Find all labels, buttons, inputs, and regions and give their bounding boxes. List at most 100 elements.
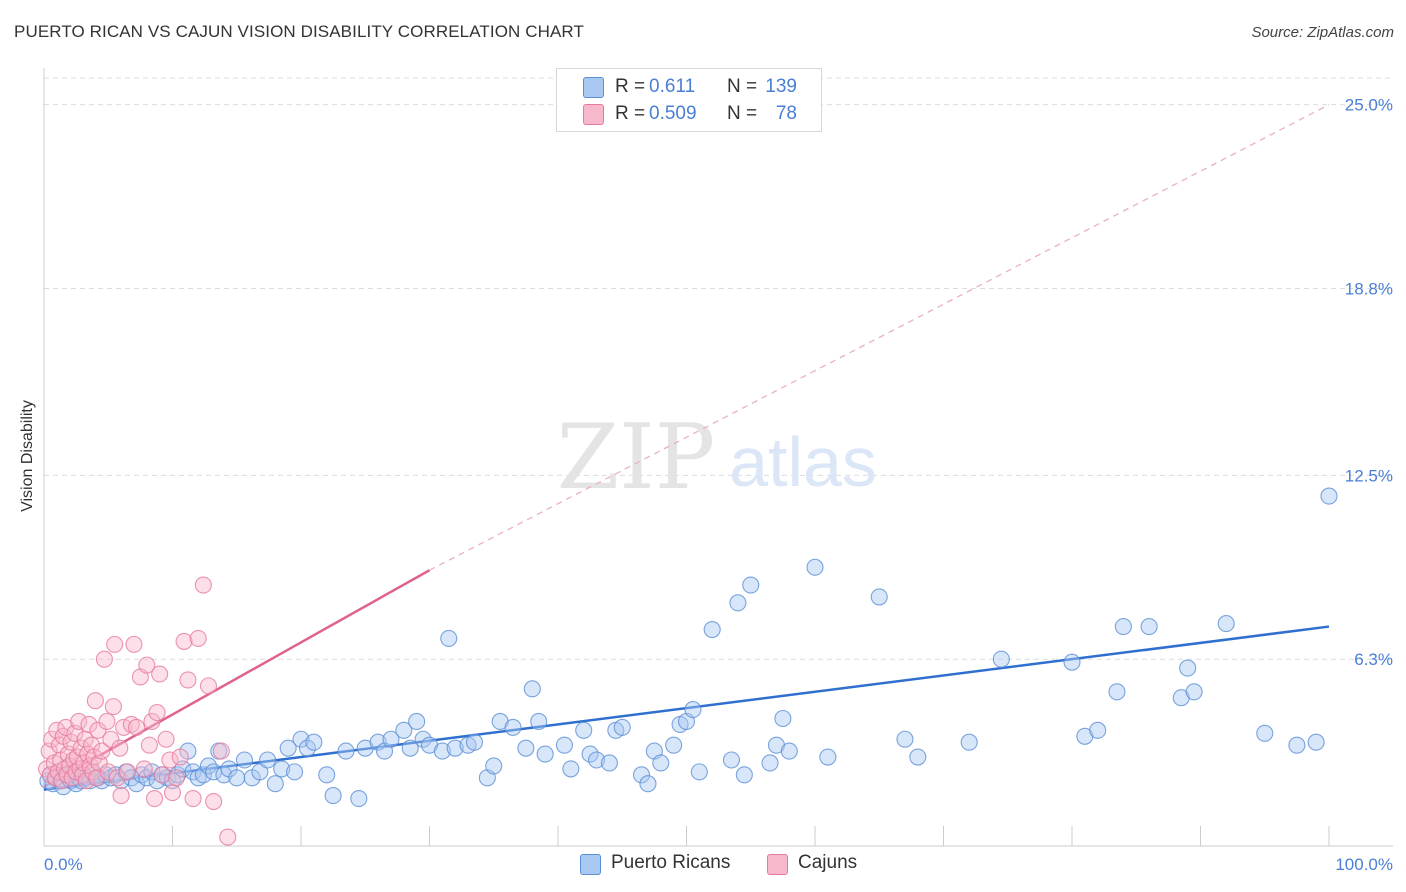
data-point [228,769,246,787]
data-point [80,715,98,733]
legend-swatch-puerto-ricans [583,77,604,98]
x-tick-label: 0.0% [44,855,83,874]
data-point [517,739,535,757]
data-point [1288,736,1306,754]
data-point [575,721,593,739]
data-point [1179,659,1197,677]
data-point [735,766,753,784]
n-value: 139 [765,76,797,97]
watermark-atlas: atlas [729,423,877,501]
data-point [104,698,122,716]
data-point [151,665,169,683]
data-point [665,736,683,754]
data-point [89,721,107,739]
data-point [219,828,237,846]
data-point [163,784,182,802]
data-point [1089,721,1107,739]
data-point [1140,618,1158,636]
trend-line [43,625,1330,791]
r-value: 0.611 [649,76,696,97]
data-point [273,760,291,778]
data-point [175,632,193,650]
data-point [722,751,741,769]
gridlines [44,77,1393,660]
data-point [62,733,80,751]
data-point [145,790,164,808]
data-point [530,712,548,731]
data-point [167,769,185,787]
data-point [259,751,277,769]
data-point [127,718,146,736]
data-point [523,680,541,698]
data-point [102,730,120,748]
data-point [148,704,166,722]
y-tick-label: 25.0% [1345,96,1393,115]
data-point [122,715,140,733]
trend-lines [43,104,1330,791]
data-point [414,730,432,748]
data-point [1185,683,1203,701]
watermark-zip: ZIP [557,405,716,510]
data-point [212,742,230,760]
series-cajuns [38,576,237,846]
data-point [465,733,484,751]
data-point [125,635,143,653]
data-point [184,790,202,808]
data-point [298,739,316,757]
data-point [143,712,161,731]
data-point [780,742,798,760]
data-point [95,650,113,668]
data-point [199,677,218,695]
data-point [600,754,618,772]
series-legend: Puerto Ricans Cajuns [0,850,1406,878]
data-point [48,721,66,739]
data-point [86,692,104,710]
data-point [138,656,156,674]
data-point [690,763,708,781]
data-point [587,751,606,769]
legend-label: Cajuns [798,852,858,873]
data-point [1063,653,1081,671]
legend-label: Puerto Ricans [611,852,731,873]
trend-extension-line [429,104,1330,571]
data-point [684,701,702,719]
data-point [992,650,1010,668]
data-point [135,760,153,778]
data-point [632,766,651,784]
source-label: Source: ZipAtlas.com [1251,24,1394,41]
data-point [774,709,792,728]
n-label: N = [727,103,758,124]
data-point [99,763,117,781]
data-point [171,748,189,766]
data-point [350,790,368,808]
r-label: R = [615,76,646,97]
axes [43,68,1393,847]
data-point [408,712,426,731]
n-label: N = [727,76,758,97]
data-point [1307,733,1325,751]
data-point [806,558,824,576]
data-point [504,718,522,736]
data-point [189,629,207,647]
data-point [485,757,503,775]
data-point [93,742,111,760]
y-tick-label: 12.5% [1345,466,1393,485]
data-point [106,635,124,653]
tick-labels: 6.3% 12.5% 18.8% 25.0% 0.0% 100.0% [44,96,1393,874]
data-point [369,733,387,751]
legend-row-cajuns: R = 0.509 N = 78 [557,100,821,128]
data-point [266,775,284,793]
r-label: R = [615,103,646,124]
legend-swatch-cajuns [767,854,788,875]
chart-title: PUERTO RICAN VS CAJUN VISION DISABILITY … [14,22,584,41]
data-point [157,730,175,748]
data-point [613,718,631,736]
y-tick-label: 18.8% [1345,280,1393,299]
y-tick-label: 6.3% [1354,650,1393,669]
watermark: ZIP atlas [557,405,877,510]
legend-row-puerto-ricans: R = 0.611 N = 139 [557,73,821,101]
data-point [127,775,146,793]
data-point [179,671,197,689]
data-point [194,576,212,594]
